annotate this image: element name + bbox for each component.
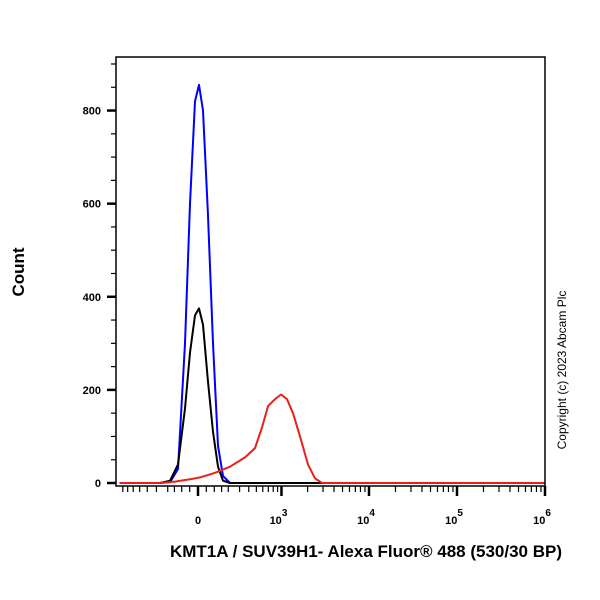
x-tick-exponent: 4 bbox=[369, 508, 375, 519]
histogram-series-2 bbox=[119, 393, 545, 484]
x-tick-base: 10 bbox=[445, 515, 457, 527]
x-tick-base: 10 bbox=[357, 515, 369, 527]
y-tick-label: 800 bbox=[83, 106, 101, 118]
y-tick-label: 200 bbox=[83, 385, 101, 397]
y-tick-label: 400 bbox=[83, 292, 101, 304]
y-axis-label: Count bbox=[9, 247, 28, 296]
x-tick-label: 103 bbox=[270, 508, 288, 527]
x-tick-label: 0 bbox=[195, 515, 201, 527]
x-tick-exponent: 6 bbox=[545, 508, 551, 519]
x-tick-base: 10 bbox=[533, 515, 545, 527]
x-tick-exponent: 5 bbox=[457, 508, 463, 519]
x-tick-label: 105 bbox=[445, 508, 463, 527]
y-tick-label: 600 bbox=[83, 199, 101, 211]
x-tick-label: 106 bbox=[533, 508, 551, 527]
series-layer bbox=[119, 83, 545, 484]
histogram-series-1 bbox=[119, 307, 545, 484]
x-tick-label: 104 bbox=[357, 508, 375, 527]
y-tick-label: 0 bbox=[95, 478, 101, 490]
x-tick-base: 10 bbox=[270, 515, 282, 527]
histogram-series-0 bbox=[119, 83, 545, 484]
plot-frame bbox=[115, 56, 546, 487]
x-tick-exponent: 3 bbox=[282, 508, 288, 519]
x-tick-base: 0 bbox=[195, 515, 201, 527]
copyright-text: Copyright (c) 2023 Abcam Plc bbox=[555, 291, 569, 450]
x-axis-label: KMT1A / SUV39H1- Alexa Fluor® 488 (530/3… bbox=[170, 542, 562, 561]
y-axis: 0 200 400 600 800 bbox=[83, 63, 116, 490]
